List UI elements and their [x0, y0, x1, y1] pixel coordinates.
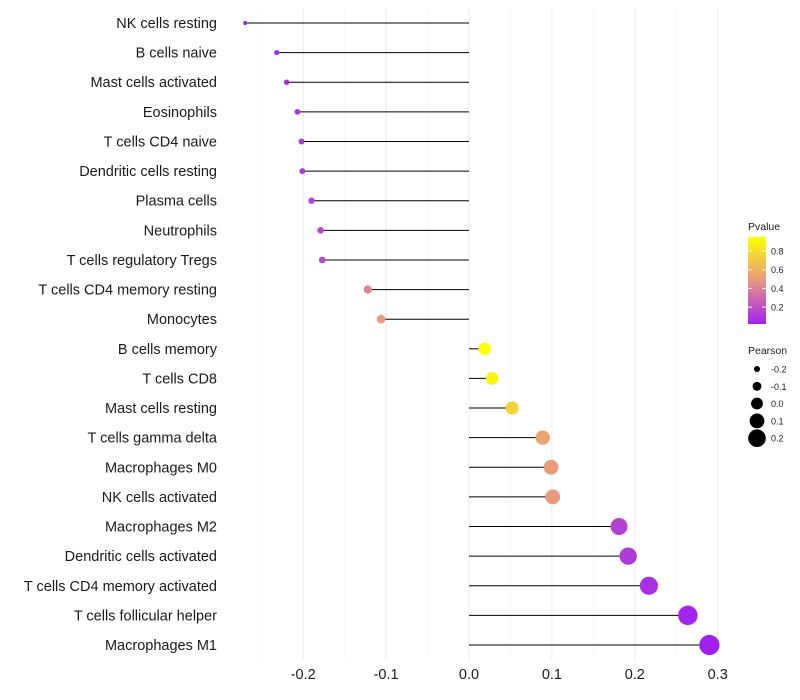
- legend-pearson-title: Pearson: [748, 345, 787, 357]
- category-label: Dendritic cells activated: [65, 549, 217, 565]
- legend-pearson-label: 0.1: [771, 416, 784, 426]
- legend-pearson-label: -0.1: [771, 382, 787, 392]
- grid-layer: [261, 8, 719, 660]
- legend-pvalue-title: Pvalue: [748, 221, 780, 233]
- x-axis: -0.2 -0.1 0.0 0.1 0.2 0.3: [291, 667, 728, 683]
- category-label: NK cells activated: [102, 490, 217, 506]
- lollipop-point: [363, 285, 373, 294]
- x-tick-label: -0.2: [291, 667, 316, 683]
- legend-pearson-label: -0.2: [771, 365, 787, 375]
- lollipop-point: [317, 227, 324, 234]
- legend-pearson-key: [751, 397, 763, 410]
- category-label: Monocytes: [147, 312, 217, 328]
- legend-pearson-label: 0.2: [771, 434, 784, 444]
- lollipop-point: [478, 342, 491, 356]
- category-label: T cells CD4 memory activated: [24, 579, 217, 595]
- lollipop-point: [298, 138, 305, 145]
- category-label: Macrophages M2: [105, 520, 217, 536]
- lollipop-point: [299, 168, 306, 175]
- legend-pvalue: Pvalue 0.2 0.4 0.6 0.8: [748, 221, 784, 324]
- category-label: Mast cells resting: [105, 401, 217, 417]
- legend-pearson-key: [752, 381, 762, 391]
- legend-pvalue-colorbar: [748, 237, 766, 324]
- lollipop-point: [678, 605, 698, 626]
- lollipop-point: [699, 634, 720, 656]
- lollipop-point: [243, 21, 248, 25]
- legend-pvalue-label: 0.6: [771, 265, 784, 275]
- category-label: T cells gamma delta: [88, 431, 218, 447]
- category-label: Plasma cells: [136, 194, 217, 210]
- legend-pvalue-label: 0.2: [771, 303, 784, 313]
- lollipop-point: [274, 50, 280, 56]
- legend-pearson-key: [753, 365, 761, 373]
- lollipop-point: [485, 372, 499, 385]
- category-labels: NK cells resting B cells naive Mast cells …: [24, 16, 218, 654]
- legend-pearson-label: 0.0: [771, 399, 784, 409]
- legend-pearson-key: [748, 429, 766, 448]
- lollipop-point: [543, 459, 559, 475]
- category-label: NK cells resting: [116, 16, 217, 32]
- legend-pvalue-label: 0.8: [771, 247, 784, 257]
- lollipop-point: [294, 108, 301, 115]
- lollipop-point: [619, 547, 637, 565]
- category-label: B cells memory: [118, 342, 218, 358]
- lollipop-point: [505, 401, 519, 415]
- points-layer: [243, 21, 720, 656]
- category-label: T cells CD4 naive: [104, 134, 217, 150]
- legend-pearson-key: [749, 413, 765, 429]
- category-label: Neutrophils: [144, 223, 217, 239]
- category-label: Macrophages M1: [105, 638, 217, 654]
- category-label: B cells naive: [136, 46, 217, 62]
- category-label: Mast cells activated: [90, 75, 217, 91]
- lollipop-point: [535, 430, 550, 445]
- legend-pvalue-label: 0.4: [771, 284, 784, 294]
- lollipop-point: [376, 314, 386, 324]
- lollipop-point: [308, 197, 315, 204]
- lollipop-point: [318, 256, 326, 264]
- category-label: T cells CD8: [142, 371, 217, 387]
- stems-layer: [245, 22, 710, 646]
- category-label: Dendritic cells resting: [79, 164, 217, 180]
- lollipop-point: [610, 517, 628, 536]
- lollipop-point: [639, 576, 658, 595]
- lollipop-point: [283, 79, 290, 85]
- category-label: Macrophages M0: [105, 460, 217, 476]
- category-label: T cells follicular helper: [74, 608, 217, 624]
- category-label: T cells CD4 memory resting: [38, 283, 217, 299]
- category-label: T cells regulatory Tregs: [67, 253, 217, 269]
- lollipop-point: [545, 489, 561, 505]
- x-tick-label: -0.1: [374, 667, 399, 683]
- legend-pearson: Pearson -0.2 -0.1 0.0 0.1 0.2: [748, 345, 787, 448]
- category-label: Eosinophils: [143, 105, 217, 121]
- x-tick-label: 0.3: [708, 667, 728, 683]
- x-tick-label: 0.0: [459, 667, 479, 683]
- x-tick-label: 0.1: [542, 667, 562, 683]
- x-tick-label: 0.2: [625, 667, 645, 683]
